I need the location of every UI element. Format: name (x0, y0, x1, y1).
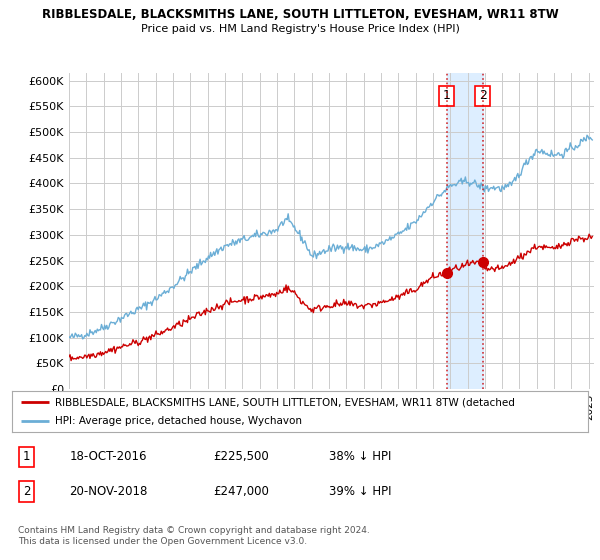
Text: 18-OCT-2016: 18-OCT-2016 (70, 450, 147, 463)
Text: RIBBLESDALE, BLACKSMITHS LANE, SOUTH LITTLETON, EVESHAM, WR11 8TW (detached: RIBBLESDALE, BLACKSMITHS LANE, SOUTH LIT… (55, 398, 515, 408)
Text: 2: 2 (479, 90, 487, 102)
Text: 38% ↓ HPI: 38% ↓ HPI (329, 450, 391, 463)
Text: Contains HM Land Registry data © Crown copyright and database right 2024.
This d: Contains HM Land Registry data © Crown c… (18, 526, 370, 546)
Text: 39% ↓ HPI: 39% ↓ HPI (329, 485, 391, 498)
Text: 1: 1 (443, 90, 451, 102)
Text: RIBBLESDALE, BLACKSMITHS LANE, SOUTH LITTLETON, EVESHAM, WR11 8TW: RIBBLESDALE, BLACKSMITHS LANE, SOUTH LIT… (41, 8, 559, 21)
Text: £225,500: £225,500 (214, 450, 269, 463)
Text: HPI: Average price, detached house, Wychavon: HPI: Average price, detached house, Wych… (55, 416, 302, 426)
Text: Price paid vs. HM Land Registry's House Price Index (HPI): Price paid vs. HM Land Registry's House … (140, 24, 460, 34)
Text: 2: 2 (23, 485, 30, 498)
Text: £247,000: £247,000 (214, 485, 269, 498)
Bar (446, 73, 483, 389)
Text: 1: 1 (23, 450, 30, 463)
Text: 20-NOV-2018: 20-NOV-2018 (70, 485, 148, 498)
